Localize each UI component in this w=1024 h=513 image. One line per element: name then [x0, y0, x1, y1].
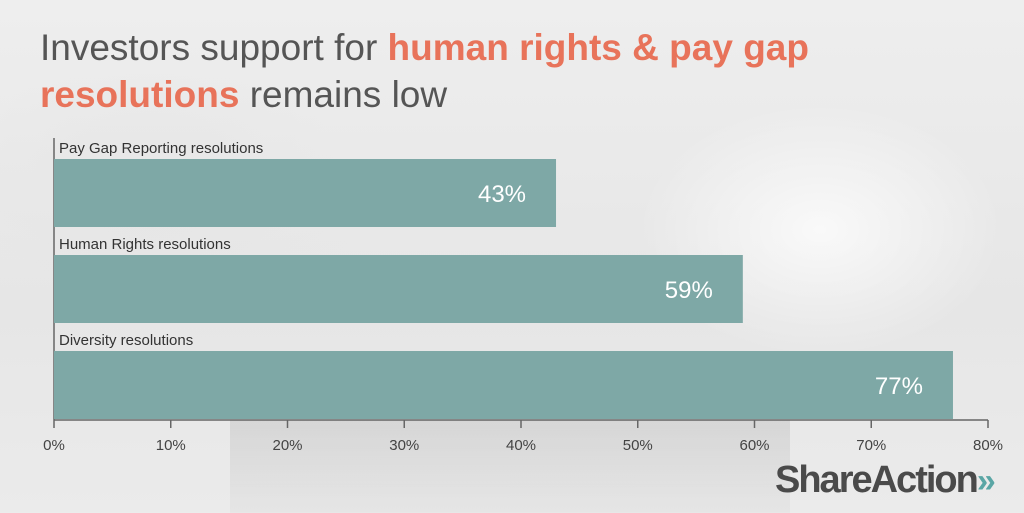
category-label: Diversity resolutions: [59, 332, 193, 349]
title-highlight-2: resolutions: [40, 74, 240, 115]
x-tick-label: 10%: [156, 437, 186, 454]
bar: [54, 351, 953, 419]
data-label: 43%: [478, 181, 526, 208]
x-tick-label: 60%: [739, 437, 769, 454]
chart-title: Investors support for human rights & pay…: [40, 24, 1000, 118]
data-label: 59%: [665, 277, 713, 304]
x-tick-label: 20%: [272, 437, 302, 454]
x-tick-label: 0%: [43, 437, 65, 454]
data-label: 77%: [875, 373, 923, 400]
category-label: Pay Gap Reporting resolutions: [59, 140, 263, 157]
logo-arrows-icon: »: [976, 462, 996, 500]
x-tick-label: 70%: [856, 437, 886, 454]
x-tick-label: 50%: [623, 437, 653, 454]
plot-area: 0% 10% 20% 30% 40% 50% 60% 70% 80% Pay Gap Report…: [43, 138, 1003, 454]
title-highlight-1: human rights & pay gap: [387, 27, 809, 68]
x-tick-label: 30%: [389, 437, 419, 454]
background-ballot-box: [230, 420, 790, 513]
bar: [54, 255, 743, 323]
category-label: Human Rights resolutions: [59, 236, 231, 253]
x-tick-label: 80%: [973, 437, 1003, 454]
logo-text: ShareAction: [775, 459, 979, 501]
title-part-1: Investors support for: [40, 27, 388, 68]
title-part-2: remains low: [239, 74, 448, 115]
x-tick-label: 40%: [506, 437, 536, 454]
bar: [54, 159, 557, 227]
shareaction-logo: ShareAction»: [775, 459, 1015, 507]
